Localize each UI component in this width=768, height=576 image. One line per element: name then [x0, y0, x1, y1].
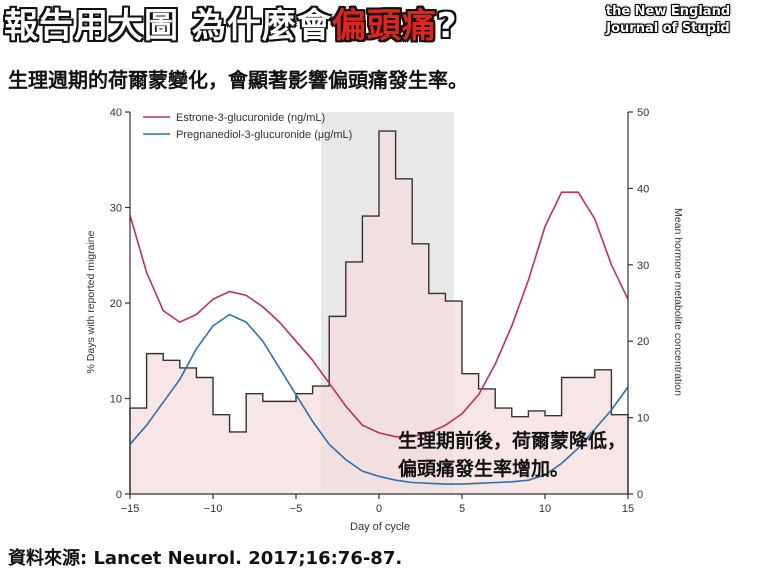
- title-suffix: ?: [436, 6, 458, 46]
- journal-line2: Journal of Stupid: [606, 21, 730, 36]
- pregnanediol-line: [129, 313, 629, 485]
- y-tick-label-right: 10: [637, 413, 649, 425]
- annotation-line2: 偏頭痛發生率增加。: [398, 457, 569, 480]
- title-highlight: 偏頭痛: [331, 6, 437, 46]
- axes: [125, 111, 633, 499]
- migraine-bar: [528, 410, 545, 494]
- migraine-bar: [578, 377, 595, 494]
- y-tick-label-right: 0: [637, 489, 643, 501]
- subtitle: 生理週期的荷爾蒙變化，會顯著影響偏頭痛發生率。: [8, 68, 468, 92]
- y-tick-label-left: 40: [110, 107, 122, 119]
- legend-label-pregnanediol: Pregnanediol-3-glucuronide (μg/mL): [176, 129, 352, 141]
- y-tick-label-left: 20: [110, 298, 122, 310]
- migraine-bar: [312, 386, 330, 494]
- x-tick-label: −15: [121, 503, 140, 515]
- x-axis-label: Day of cycle: [350, 521, 410, 533]
- migraine-bar: [395, 178, 413, 494]
- annotation-line1: 生理期前後，荷爾蒙降低，: [398, 429, 626, 452]
- y-tick-label-right: 50: [637, 107, 649, 119]
- migraine-bar: [296, 393, 313, 494]
- migraine-bar: [196, 377, 213, 494]
- migraine-bar: [445, 301, 462, 494]
- migraine-bar: [246, 393, 263, 494]
- migraine-bar: [561, 377, 579, 494]
- migraine-bar: [462, 373, 479, 494]
- migraine-bar: [213, 414, 230, 494]
- y-tick-label-left: 10: [110, 394, 122, 406]
- x-tick-label: 0: [376, 503, 382, 515]
- y-tick-label-left: 30: [110, 203, 122, 215]
- migraine-bar: [428, 293, 446, 494]
- x-tick-label: 15: [622, 503, 634, 515]
- y-axis-label-left: % Days with reported migraine: [85, 230, 97, 373]
- migraine-bar: [379, 131, 396, 494]
- migraine-bar: [594, 369, 612, 494]
- y-tick-label-left: 0: [116, 489, 122, 501]
- legend-label-estrone: Estrone-3-glucuronide (ng/mL): [176, 112, 325, 124]
- journal-line1: the New England: [605, 4, 731, 19]
- y-axis-label-right: Mean hormone metabolite concentration: [672, 208, 684, 396]
- source-citation: 資料來源: Lancet Neurol. 2017;16:76-87.: [8, 548, 403, 569]
- migraine-bar: [362, 216, 379, 494]
- x-tick-label: −5: [290, 503, 303, 515]
- page-title: 報告用大圖 為什麼會偏頭痛?: [4, 2, 458, 50]
- x-tick-label: 10: [539, 503, 551, 515]
- migraine-bar: [262, 401, 280, 494]
- migraine-bar: [545, 415, 562, 494]
- legend: Estrone-3-glucuronide (ng/mL) Pregnanedi…: [143, 112, 352, 141]
- migraine-bars-outline: [129, 130, 629, 494]
- migraine-bar: [229, 431, 247, 494]
- migraine-bar: [345, 261, 363, 494]
- migraine-bars: [130, 131, 628, 494]
- migraine-bar: [495, 408, 512, 494]
- migraine-bar: [412, 243, 429, 494]
- y-tick-label-right: 40: [637, 183, 649, 195]
- migraine-bar: [279, 401, 296, 494]
- migraine-bar: [163, 360, 180, 494]
- y-tick-label-right: 30: [637, 260, 649, 272]
- migraine-bar: [478, 388, 496, 494]
- migraine-bar: [511, 416, 529, 494]
- migraine-bar: [329, 316, 346, 494]
- estrone-line: [129, 191, 629, 438]
- migraine-bar: [179, 367, 197, 494]
- migraine-bar: [130, 408, 147, 494]
- journal-logo: the New England Journal of Stupid: [578, 3, 758, 37]
- title-prefix: 報告用大圖 為什麼會: [4, 6, 332, 46]
- annotation: 生理期前後，荷爾蒙降低， 偏頭痛發生率增加。: [398, 429, 626, 480]
- x-tick-label: 5: [459, 503, 465, 515]
- x-tick-label: −10: [204, 503, 223, 515]
- migraine-bar: [611, 414, 628, 494]
- migraine-bar: [146, 353, 164, 494]
- y-tick-label-right: 20: [637, 336, 649, 348]
